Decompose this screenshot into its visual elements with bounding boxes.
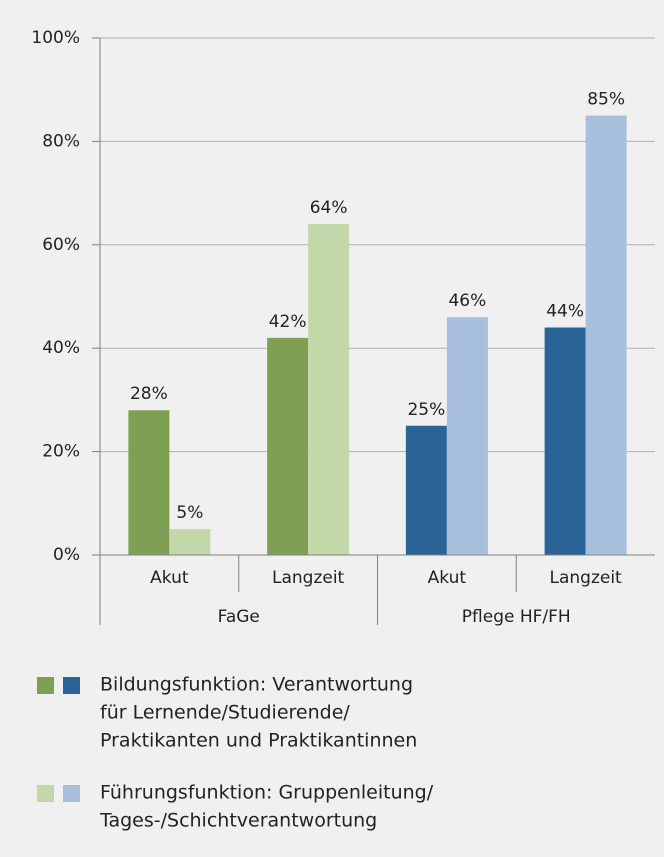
y-tick-label: 60% bbox=[42, 235, 80, 255]
legend-label: Tages-/Schichtverantwortung bbox=[99, 810, 377, 832]
y-tick-label: 40% bbox=[42, 338, 80, 358]
legend-swatch bbox=[37, 785, 54, 802]
bar bbox=[128, 410, 170, 555]
y-tick-label: 100% bbox=[31, 28, 80, 48]
legend-label: Bildungsfunktion: Verantwortung bbox=[100, 674, 413, 696]
value-label: 5% bbox=[176, 503, 203, 523]
bar bbox=[405, 425, 447, 555]
bar bbox=[169, 529, 211, 555]
x-tick-label: Akut bbox=[428, 568, 467, 588]
bar bbox=[585, 115, 627, 556]
legend-label: Praktikanten und Praktikantinnen bbox=[100, 730, 417, 752]
bar bbox=[446, 317, 488, 555]
value-label: 28% bbox=[130, 384, 168, 404]
y-tick-label: 0% bbox=[53, 545, 80, 565]
bar bbox=[267, 337, 309, 555]
value-label: 85% bbox=[587, 90, 625, 110]
bar bbox=[544, 327, 586, 555]
y-tick-label: 80% bbox=[42, 131, 80, 151]
legend-swatch bbox=[63, 785, 80, 802]
value-label: 42% bbox=[269, 312, 307, 332]
x-tick-label: Akut bbox=[150, 568, 189, 588]
y-tick-label: 20% bbox=[42, 442, 80, 462]
value-label: 46% bbox=[448, 291, 486, 311]
group-label: Pflege HF/FH bbox=[462, 607, 571, 627]
value-label: 44% bbox=[546, 302, 584, 322]
bar bbox=[308, 224, 350, 555]
legend-swatch bbox=[37, 677, 54, 694]
value-label: 64% bbox=[310, 198, 348, 218]
value-label: 25% bbox=[407, 400, 445, 420]
legend-swatch bbox=[63, 677, 80, 694]
x-tick-label: Langzeit bbox=[550, 568, 623, 588]
legend-label: Führungsfunktion: Gruppenleitung/ bbox=[100, 782, 434, 804]
legend-label: für Lernende/Studierende/ bbox=[100, 702, 350, 724]
x-tick-label: Langzeit bbox=[272, 568, 345, 588]
group-label: FaGe bbox=[218, 607, 260, 627]
